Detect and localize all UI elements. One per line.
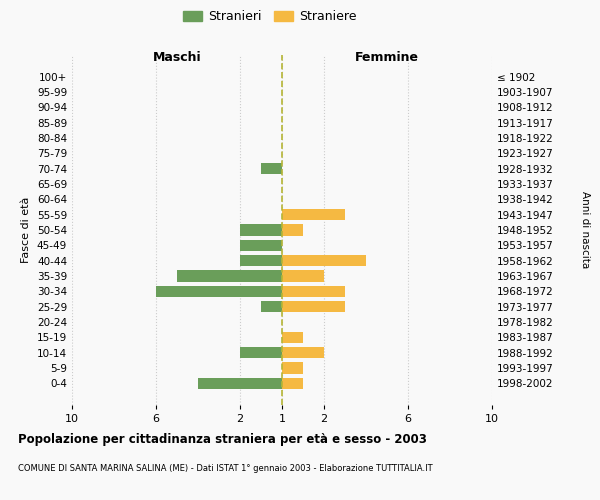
Bar [282,209,345,220]
Bar [177,270,282,282]
Bar [282,362,303,374]
Text: Maschi: Maschi [152,52,202,64]
Bar [282,347,324,358]
Legend: Stranieri, Straniere: Stranieri, Straniere [179,6,361,26]
Bar [282,224,303,236]
Bar [261,163,282,174]
Text: Popolazione per cittadinanza straniera per età e sesso - 2003: Popolazione per cittadinanza straniera p… [18,432,427,446]
Bar [282,255,366,266]
Text: Femmine: Femmine [355,52,419,64]
Bar [240,240,282,251]
Text: Anni di nascita: Anni di nascita [580,192,590,268]
Bar [198,378,282,389]
Y-axis label: Fasce di età: Fasce di età [22,197,31,263]
Bar [240,224,282,236]
Bar [240,347,282,358]
Bar [156,286,282,297]
Bar [282,270,324,282]
Bar [282,286,345,297]
Bar [282,332,303,343]
Text: COMUNE DI SANTA MARINA SALINA (ME) - Dati ISTAT 1° gennaio 2003 - Elaborazione T: COMUNE DI SANTA MARINA SALINA (ME) - Dat… [18,464,433,473]
Bar [282,301,345,312]
Bar [261,301,282,312]
Bar [282,378,303,389]
Bar [240,255,282,266]
